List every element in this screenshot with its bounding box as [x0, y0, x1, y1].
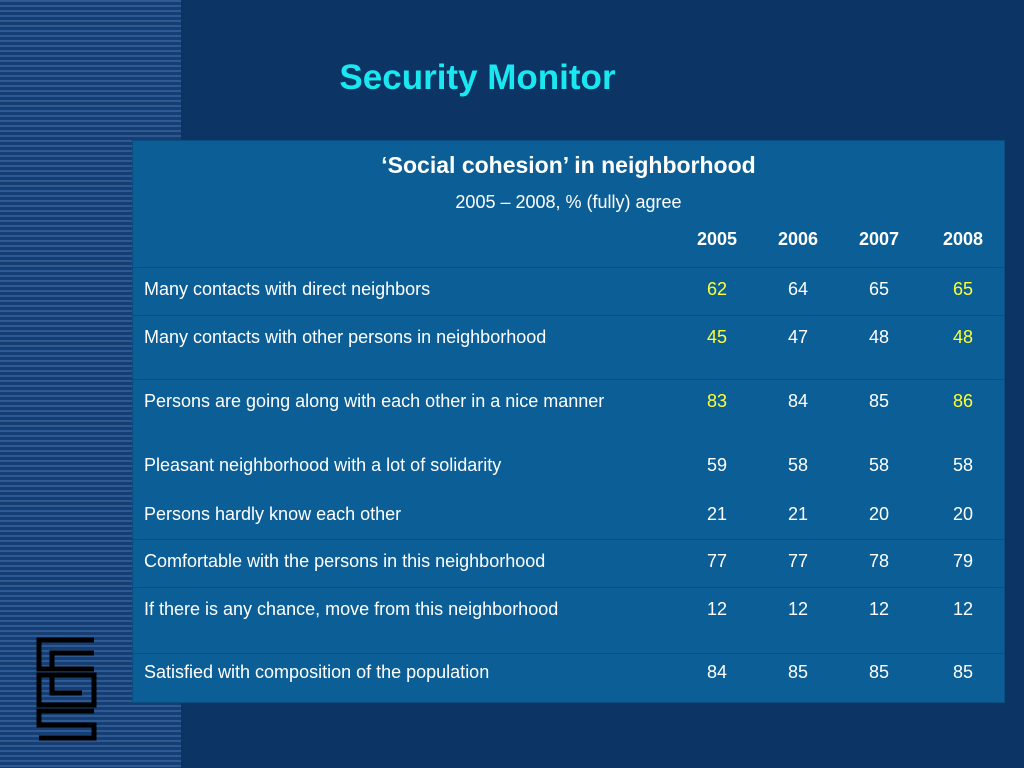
- value-2006: 84: [787, 391, 809, 411]
- row-label: Satisfied with composition of the popula…: [144, 662, 490, 682]
- table-subtitle: 2005 – 2008, % (fully) agree: [455, 192, 682, 212]
- value-2007: 85: [868, 391, 890, 411]
- value-2005: 21: [706, 504, 728, 524]
- value-2005: 83: [706, 391, 728, 411]
- value-2008: 79: [952, 551, 974, 571]
- value-2007: 20: [868, 504, 890, 524]
- value-2005: 62: [706, 279, 728, 299]
- table-row: Many contacts with other persons in neig…: [133, 315, 1004, 380]
- value-2008: 20: [952, 504, 974, 524]
- value-2007: 48: [868, 327, 890, 347]
- value-2007: 58: [868, 455, 890, 475]
- value-2006: 64: [787, 279, 809, 299]
- table-row: Persons hardly know each other 21 21 20 …: [133, 492, 1004, 540]
- cohesion-table: ‘Social cohesion’ in neighborhood 2005 –…: [133, 141, 1004, 702]
- table-row: If there is any chance, move from this n…: [133, 587, 1004, 654]
- value-2005: 84: [706, 662, 728, 682]
- value-2006: 85: [787, 662, 809, 682]
- row-label: Many contacts with direct neighbors: [144, 279, 431, 299]
- row-label: Persons hardly know each other: [144, 504, 402, 524]
- value-2008: 58: [952, 455, 974, 475]
- value-2006: 21: [787, 504, 809, 524]
- value-2005: 12: [706, 599, 728, 619]
- table-row: Many contacts with direct neighbors 62 6…: [133, 267, 1004, 316]
- row-label: Pleasant neighborhood with a lot of soli…: [144, 455, 502, 475]
- value-2006: 47: [787, 327, 809, 347]
- value-2007: 85: [868, 662, 890, 682]
- row-label: Many contacts with other persons in neig…: [144, 327, 547, 347]
- value-2005: 59: [706, 455, 728, 475]
- table-title: ‘Social cohesion’ in neighborhood: [381, 152, 756, 178]
- value-2008: 86: [952, 391, 974, 411]
- value-2005: 45: [706, 327, 728, 347]
- value-2008: 48: [952, 327, 974, 347]
- slide-title: Security Monitor: [339, 58, 616, 97]
- table-row: Pleasant neighborhood with a lot of soli…: [133, 443, 1004, 494]
- table-header: ‘Social cohesion’ in neighborhood 2005 –…: [133, 141, 1004, 268]
- year-header-2008: 2008: [942, 229, 984, 249]
- value-2005: 77: [706, 551, 728, 571]
- value-2007: 65: [868, 279, 890, 299]
- table-row: Persons are going along with each other …: [133, 379, 1004, 443]
- value-2008: 12: [952, 599, 974, 619]
- row-label: If there is any chance, move from this n…: [144, 599, 559, 619]
- value-2006: 77: [787, 551, 809, 571]
- row-label: Comfortable with the persons in this nei…: [144, 551, 546, 571]
- value-2008: 65: [952, 279, 974, 299]
- value-2008: 85: [952, 662, 974, 682]
- year-header-2006: 2006: [777, 229, 819, 249]
- table-row: Comfortable with the persons in this nei…: [133, 539, 1004, 588]
- year-header-2005: 2005: [696, 229, 738, 249]
- year-header-2007: 2007: [858, 229, 900, 249]
- value-2006: 58: [787, 455, 809, 475]
- cbs-logo-icon: [36, 637, 97, 741]
- table-row: Satisfied with composition of the popula…: [133, 653, 1004, 702]
- value-2007: 12: [868, 599, 890, 619]
- value-2007: 78: [868, 551, 890, 571]
- value-2006: 12: [787, 599, 809, 619]
- row-label: Persons are going along with each other …: [144, 391, 605, 411]
